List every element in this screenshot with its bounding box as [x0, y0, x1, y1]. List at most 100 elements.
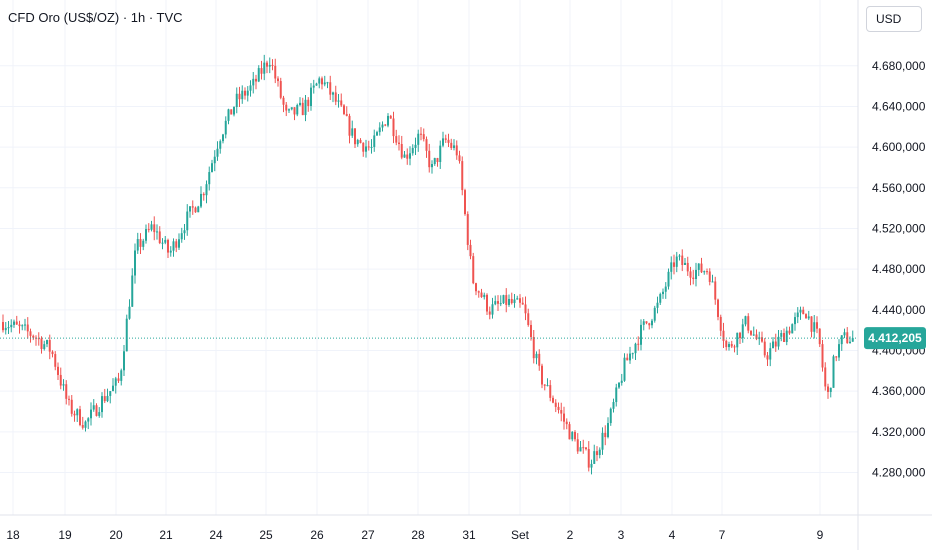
x-tick-label: 28 — [411, 528, 425, 542]
candle — [139, 233, 142, 255]
candle — [62, 379, 65, 391]
candle — [288, 108, 290, 114]
candle — [761, 331, 763, 343]
candle — [255, 74, 257, 90]
x-tick-label: 21 — [159, 528, 173, 542]
x-tick-label: 26 — [310, 528, 324, 542]
candle — [612, 398, 615, 413]
y-tick-label: 4.600,000 — [872, 140, 926, 154]
candle — [315, 82, 318, 86]
x-tick-label: 27 — [361, 528, 375, 542]
candle — [134, 243, 136, 284]
candle — [414, 137, 417, 156]
candle — [816, 316, 818, 334]
candle — [98, 407, 101, 418]
candle — [205, 180, 208, 204]
candle — [222, 133, 224, 144]
candle — [637, 336, 640, 351]
candle — [150, 220, 153, 232]
candle — [532, 330, 535, 364]
candle — [568, 421, 571, 440]
candle — [235, 87, 238, 114]
candle — [516, 295, 519, 300]
candle — [629, 346, 631, 364]
candle — [846, 327, 849, 344]
candle — [26, 317, 29, 339]
candle — [818, 328, 821, 348]
candle — [469, 239, 472, 260]
candle — [593, 444, 596, 464]
candle — [35, 335, 37, 346]
candle — [48, 334, 51, 360]
candle — [587, 441, 590, 472]
candle — [717, 298, 719, 321]
candle — [714, 276, 717, 305]
candle — [631, 352, 634, 359]
candle — [530, 320, 532, 341]
y-tick-label: 4.680,000 — [872, 59, 926, 73]
candle — [824, 362, 827, 391]
candle — [73, 410, 76, 422]
y-tick-label: 4.440,000 — [872, 303, 926, 317]
candle — [266, 60, 268, 74]
candle — [277, 76, 279, 87]
candle — [194, 206, 197, 213]
candle — [46, 339, 48, 348]
candle — [513, 293, 516, 308]
candle — [359, 138, 362, 144]
candle — [57, 362, 59, 380]
candle — [409, 146, 411, 166]
candle — [851, 330, 854, 342]
candle — [431, 160, 433, 174]
candle — [131, 268, 134, 308]
candle — [370, 139, 373, 154]
candle — [552, 395, 554, 404]
candle — [345, 106, 348, 117]
candle — [54, 351, 57, 371]
candle — [392, 111, 395, 144]
candle — [136, 232, 139, 254]
candle — [711, 274, 714, 283]
candle — [510, 292, 513, 305]
candle — [2, 314, 4, 333]
candle — [747, 313, 750, 334]
candle — [153, 216, 156, 241]
candle — [733, 344, 736, 353]
candle — [455, 140, 458, 160]
y-tick-label: 4.360,000 — [872, 384, 926, 398]
candle — [728, 341, 730, 351]
candle — [788, 326, 791, 335]
candle — [670, 256, 673, 280]
candle — [114, 376, 117, 394]
candle — [557, 402, 560, 414]
candle — [106, 388, 109, 403]
candle — [376, 130, 378, 136]
candle — [321, 76, 323, 90]
last-price-badge: 4.412,205 — [864, 327, 926, 350]
candle — [508, 294, 510, 307]
candle — [444, 134, 447, 143]
candle — [164, 235, 167, 245]
candle — [310, 83, 312, 111]
candle — [398, 135, 400, 151]
candle — [299, 97, 301, 107]
candle — [90, 402, 92, 426]
x-tick-label: 3 — [618, 528, 625, 542]
candle — [565, 418, 568, 430]
candle — [656, 296, 659, 314]
candle — [813, 315, 816, 339]
candle — [810, 316, 813, 338]
candle — [13, 319, 15, 328]
candle — [596, 446, 598, 462]
candle — [279, 77, 282, 100]
candle — [722, 322, 725, 349]
candle — [180, 227, 183, 243]
candle — [384, 124, 387, 127]
candle — [766, 352, 769, 366]
candle — [238, 86, 241, 108]
currency-selector[interactable]: USD — [866, 6, 922, 32]
candle — [79, 405, 81, 427]
candle — [296, 103, 299, 117]
